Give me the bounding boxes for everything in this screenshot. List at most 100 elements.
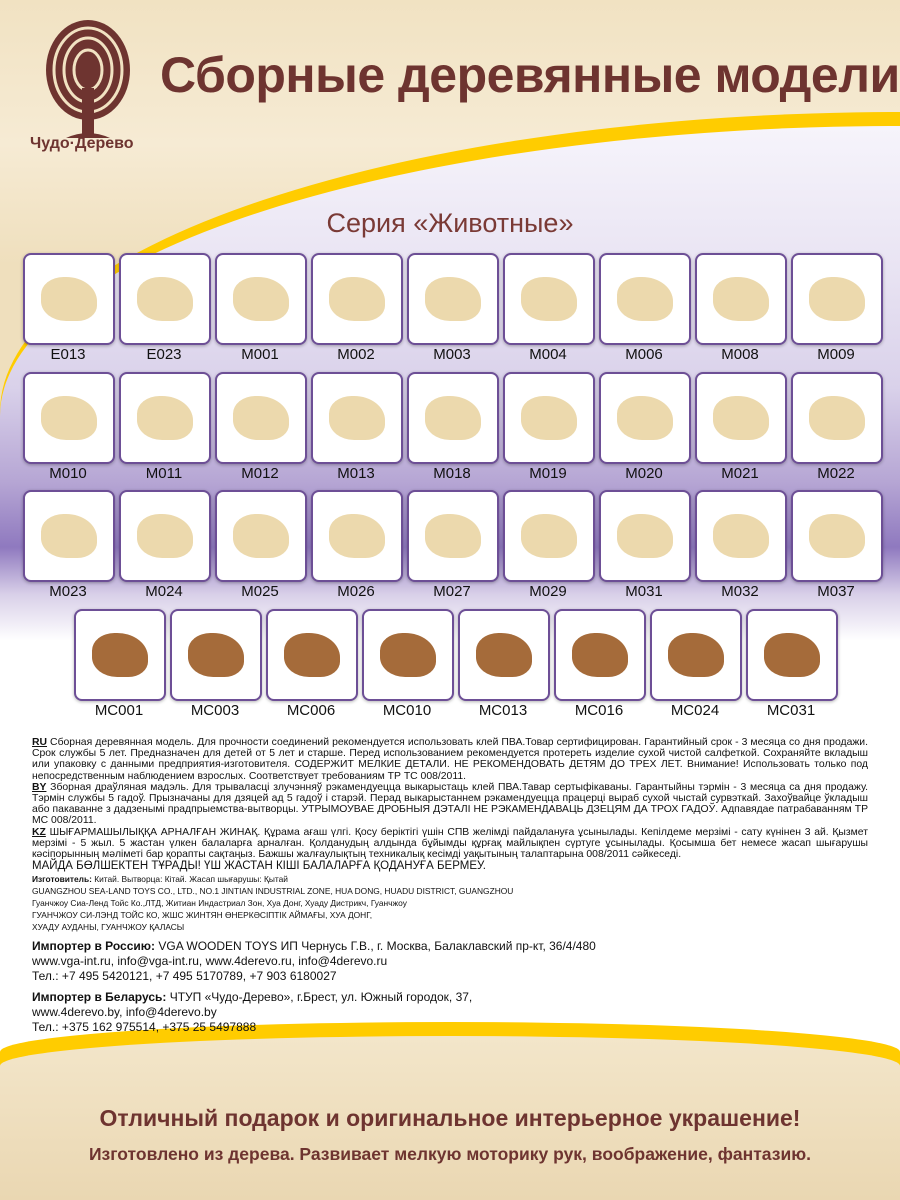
product-tile-mc016[interactable] xyxy=(554,609,646,701)
model-image xyxy=(617,277,673,321)
product-tile-m003[interactable] xyxy=(407,253,499,345)
model-image xyxy=(137,396,193,440)
product-code: MC001 xyxy=(94,702,144,719)
product-tile-mc024[interactable] xyxy=(650,609,742,701)
ru-importer-label: Импортер в Россию: xyxy=(32,939,156,954)
product-code: M008 xyxy=(721,346,759,363)
product-tile-m031[interactable] xyxy=(599,490,691,582)
product-tile-m024[interactable] xyxy=(119,490,211,582)
ru-importer-tel: Тел.: +7 495 5420121, +7 495 5170789, +7… xyxy=(32,969,337,984)
product-code: M029 xyxy=(529,583,567,600)
maker-text: Китай. Вытворца: Кітай. Жасап шығарушы: … xyxy=(91,874,288,885)
product-tile-m018[interactable] xyxy=(407,372,499,464)
product-tile-mc006[interactable] xyxy=(266,609,358,701)
product-tile-m025[interactable] xyxy=(215,490,307,582)
product-tile-m020[interactable] xyxy=(599,372,691,464)
model-image xyxy=(521,277,577,321)
product-code: M024 xyxy=(145,583,183,600)
product-tile-e023[interactable] xyxy=(119,253,211,345)
by-importer-text: ЧТУП «Чудо-Дерево», г.Брест, ул. Южный г… xyxy=(166,990,473,1005)
model-image xyxy=(668,633,724,677)
maker-en: GUANGZHOU SEA-LAND TOYS CO., LTD., NO.1 … xyxy=(32,886,514,897)
product-tile-mc031[interactable] xyxy=(746,609,838,701)
product-tile-m026[interactable] xyxy=(311,490,403,582)
product-tile-m011[interactable] xyxy=(119,372,211,464)
product-code: M009 xyxy=(817,346,855,363)
lang-tag-by: BY xyxy=(32,781,47,793)
product-code: M023 xyxy=(49,583,87,600)
product-tile-m021[interactable] xyxy=(695,372,787,464)
product-code: M037 xyxy=(817,583,855,600)
model-image xyxy=(329,277,385,321)
model-image xyxy=(713,277,769,321)
product-code: M011 xyxy=(145,465,183,482)
model-image xyxy=(521,396,577,440)
model-image xyxy=(425,514,481,558)
product-code: M021 xyxy=(721,465,759,482)
model-image xyxy=(41,277,97,321)
ru-importer: Импортер в Россию: VGA WOODEN TOYS ИП Че… xyxy=(32,939,868,984)
footer-slogan: Отличный подарок и оригинальное интерьер… xyxy=(99,1105,801,1131)
product-tile-m006[interactable] xyxy=(599,253,691,345)
product-code: M031 xyxy=(625,583,663,600)
model-image xyxy=(329,514,385,558)
product-tile-e013[interactable] xyxy=(23,253,115,345)
footer-wood-background xyxy=(0,1036,900,1200)
model-image xyxy=(809,277,865,321)
product-tile-m032[interactable] xyxy=(695,490,787,582)
model-image xyxy=(233,277,289,321)
product-tile-m013[interactable] xyxy=(311,372,403,464)
legal-by: BY Зборная драўляная мадэль. Для трывала… xyxy=(32,782,868,827)
product-tile-m027[interactable] xyxy=(407,490,499,582)
product-tile-m012[interactable] xyxy=(215,372,307,464)
model-image xyxy=(425,396,481,440)
model-image xyxy=(137,514,193,558)
model-image xyxy=(329,396,385,440)
product-code: M013 xyxy=(337,465,375,482)
model-image xyxy=(713,396,769,440)
ru-importer-text: VGA WOODEN TOYS ИП Чернусь Г.В., г. Моск… xyxy=(155,939,596,954)
tree-logo-icon xyxy=(46,20,130,138)
model-image xyxy=(92,633,148,677)
product-tile-m010[interactable] xyxy=(23,372,115,464)
model-image xyxy=(572,633,628,677)
maker-ru: Гуанчжоу Сиа-Ленд Тойс Ко.,ЛТД, Житиан И… xyxy=(32,898,407,909)
product-tile-m022[interactable] xyxy=(791,372,883,464)
product-code: M010 xyxy=(49,465,87,482)
legal-kz: KZ ШЫҒАРМАШЫЛЫҚҚА АРНАЛҒАН ЖИНАҚ. Құрама… xyxy=(32,827,868,861)
product-tile-mc013[interactable] xyxy=(458,609,550,701)
product-tile-m029[interactable] xyxy=(503,490,595,582)
model-image xyxy=(809,514,865,558)
product-code: M032 xyxy=(721,583,759,600)
maker-line: Изготовитель: Китай. Вытворца: Кітай. Жа… xyxy=(32,873,868,885)
by-importer-web: www.4derevo.by, info@4derevo.by xyxy=(32,1005,217,1020)
product-code: M001 xyxy=(241,346,279,363)
product-tile-m037[interactable] xyxy=(791,490,883,582)
product-tile-m001[interactable] xyxy=(215,253,307,345)
product-tile-mc001[interactable] xyxy=(74,609,166,701)
lang-tag-ru: RU xyxy=(32,737,48,748)
product-tile-m004[interactable] xyxy=(503,253,595,345)
legal-kz-text: ШЫҒАРМАШЫЛЫҚҚА АРНАЛҒАН ЖИНАҚ. Құрама ағ… xyxy=(32,826,868,861)
product-tile-mc003[interactable] xyxy=(170,609,262,701)
product-tile-mc010[interactable] xyxy=(362,609,454,701)
product-code: M026 xyxy=(337,583,375,600)
maker-kz2: ХУАДУ АУДАНЫ, ГУАНЧЖОУ ҚАЛАСЫ xyxy=(32,922,185,933)
product-tile-m002[interactable] xyxy=(311,253,403,345)
model-image xyxy=(476,633,532,677)
model-image xyxy=(521,514,577,558)
product-code: M020 xyxy=(625,465,663,482)
product-tile-m019[interactable] xyxy=(503,372,595,464)
product-code: M019 xyxy=(529,465,567,482)
legal-ru: RU Сборная деревянная модель. Для прочно… xyxy=(32,737,868,782)
product-tile-m008[interactable] xyxy=(695,253,787,345)
maker-kz1: ГУАНЧЖОУ СИ-ЛЭНД ТОЙС КО, ЖШС ЖИНТЯН ӨНЕ… xyxy=(32,910,373,921)
product-code: MC031 xyxy=(766,702,816,719)
product-code: M002 xyxy=(337,346,375,363)
model-image xyxy=(137,277,193,321)
product-tile-m009[interactable] xyxy=(791,253,883,345)
legal-kz-warning: МАЙДА БӨЛШЕКТЕН ТҰРАДЫ! ҮШ ЖАСТАН КІШІ Б… xyxy=(32,860,486,873)
product-tile-m023[interactable] xyxy=(23,490,115,582)
maker-label: Изготовитель: xyxy=(32,874,92,885)
model-image xyxy=(617,514,673,558)
